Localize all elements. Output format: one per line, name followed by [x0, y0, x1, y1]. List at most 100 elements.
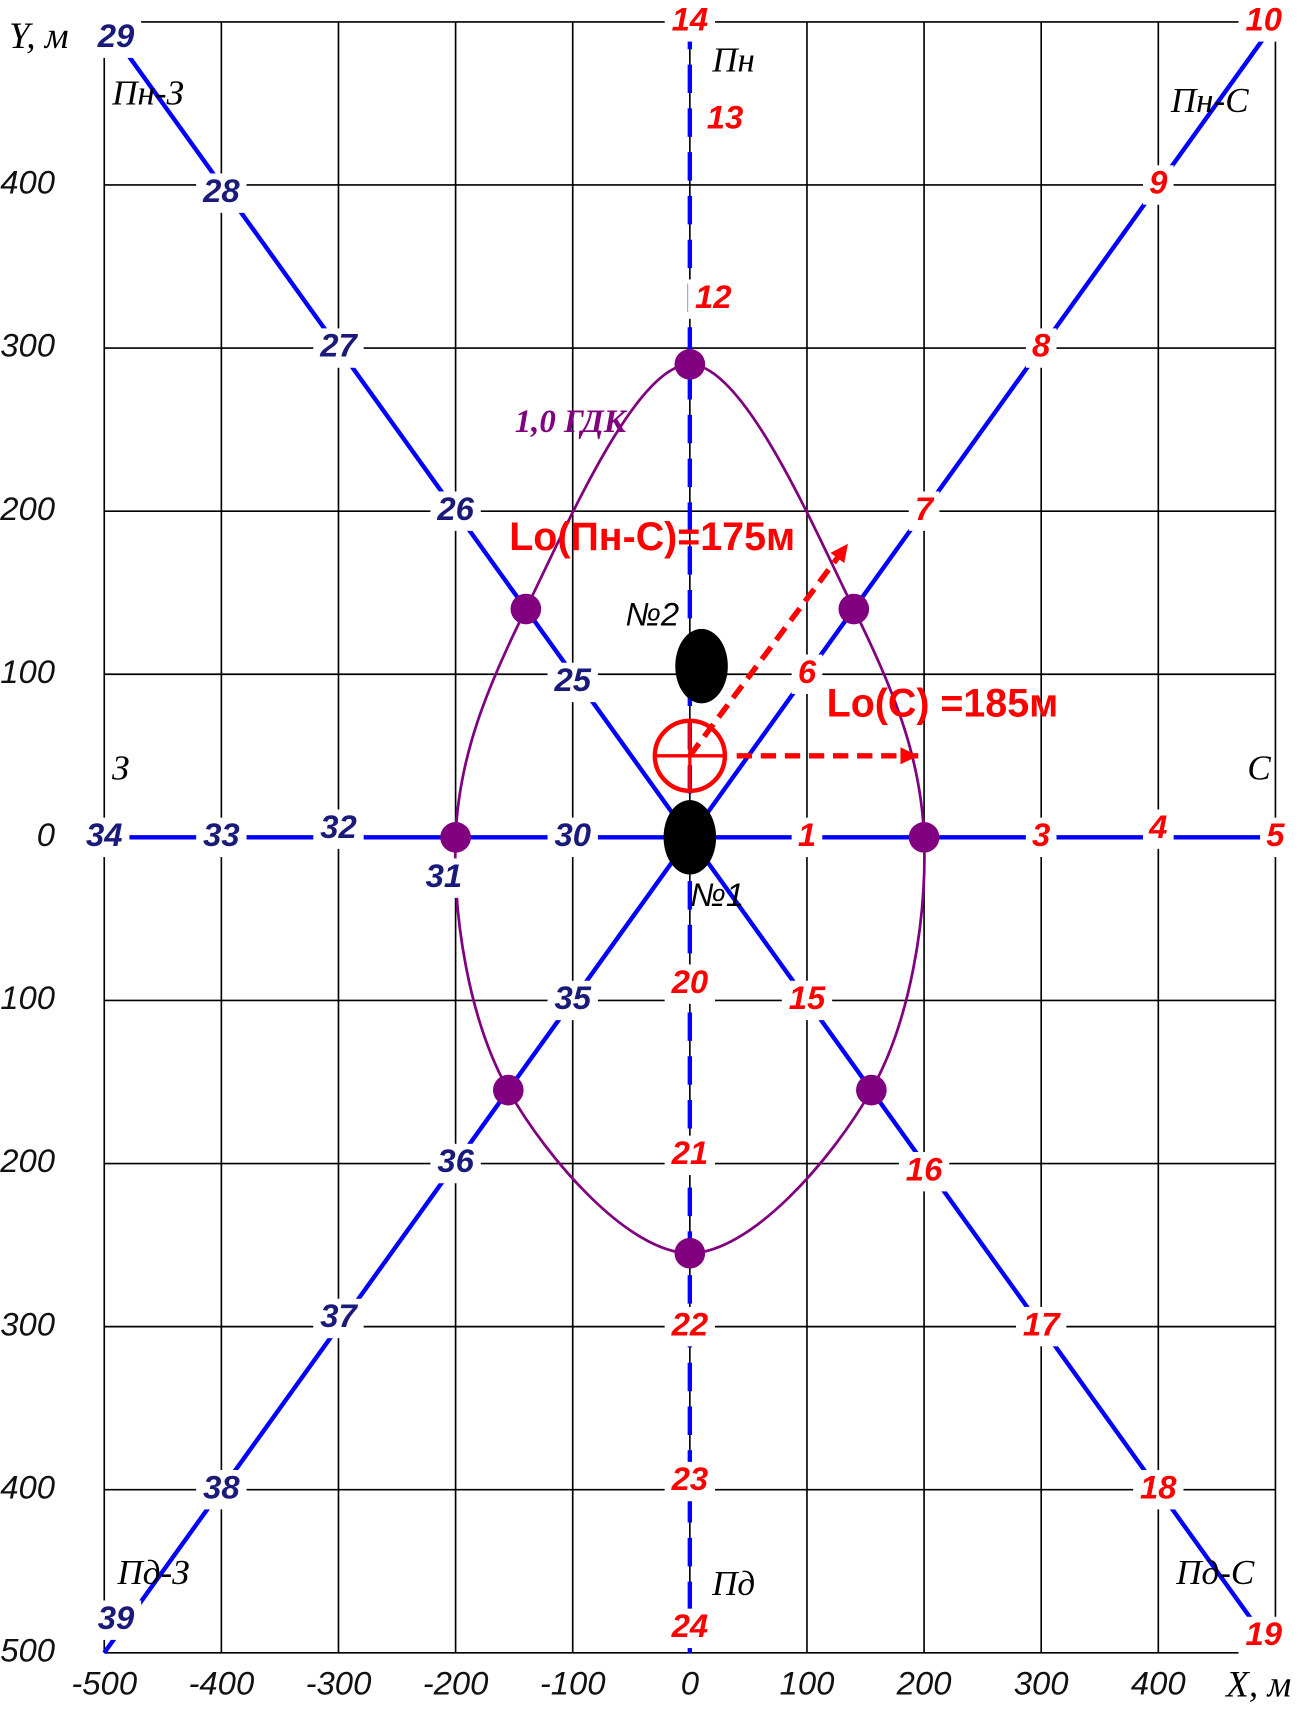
contour-point: [492, 1074, 524, 1106]
point-label: 14: [672, 1, 709, 38]
y-tick-label: 300: [0, 327, 55, 364]
direction-label: С: [1247, 749, 1271, 788]
direction-label: Пд-С: [1175, 1553, 1255, 1592]
contour-point: [674, 349, 706, 380]
y-tick-label: 100: [0, 653, 55, 690]
point-label-bg: [547, 817, 598, 858]
point-label-bg: [1025, 328, 1057, 368]
arrow-head: [830, 543, 848, 564]
point-label-bg: [1142, 809, 1174, 849]
annotation: Lo(Пн-С)=175м: [509, 515, 795, 559]
distance-arrow: [687, 542, 851, 758]
point-label: 36: [437, 1142, 474, 1179]
contour-point: [440, 822, 471, 853]
point-label-bg: [1133, 1470, 1184, 1510]
y-tick-label: -400: [0, 1468, 55, 1505]
point-label-bg: [90, 1600, 142, 1640]
point-label-bg: [547, 662, 598, 703]
direction-label: Пн-С: [1170, 81, 1249, 120]
arrow-head: [900, 747, 919, 765]
point-label-bg: [791, 817, 823, 858]
x-tick-label: 200: [896, 1664, 952, 1701]
point-label: 18: [1140, 1468, 1177, 1505]
point-label-bg: [418, 858, 470, 898]
point-label: 7: [915, 490, 935, 527]
point-label-bg: [664, 1135, 716, 1176]
point-label-bg: [430, 1143, 481, 1184]
x-axis-label: X, м: [1224, 1664, 1291, 1705]
point-label: 20: [671, 963, 709, 1000]
point-label: 5: [1266, 816, 1285, 853]
point-label: 8: [1032, 327, 1051, 364]
point-label: 22: [671, 1305, 709, 1342]
ray: [688, 20, 1278, 839]
grid: -500 -400 -300 -200 -100 0 100 200 300 4004003002…: [0, 21, 1277, 1701]
contour-point: [838, 593, 870, 625]
point-label: 32: [320, 808, 357, 845]
point-label: 10: [1245, 1, 1282, 38]
well: [663, 800, 717, 875]
ray: [688, 836, 1278, 1655]
point-label-bg: [908, 491, 940, 531]
y-tick-label: -200: [0, 1142, 55, 1179]
point-label-bg: [791, 654, 823, 694]
contour-point: [856, 1074, 887, 1106]
y-tick-label: 400: [0, 164, 55, 201]
x-tick-label: 400: [1131, 1664, 1186, 1701]
point-label: 21: [671, 1134, 709, 1171]
point-label: 31: [426, 857, 463, 894]
annotation: Lo(С) =185м: [827, 681, 1059, 725]
x-tick-label: 300: [1014, 1664, 1069, 1701]
point-label-bg: [664, 1461, 716, 1502]
point-label-bg: [313, 1298, 364, 1339]
y-tick-label: -500: [0, 1631, 55, 1668]
x-tick-label: -300: [306, 1664, 372, 1701]
point-label-bg: [196, 817, 247, 858]
point-label: 34: [86, 816, 123, 853]
point-label: 28: [202, 172, 240, 209]
point-label-bg: [313, 809, 364, 849]
point-label: 30: [554, 816, 591, 853]
well: [675, 628, 728, 704]
point-label: 9: [1149, 164, 1168, 201]
point-label-bg: [664, 964, 716, 1004]
contour-point: [674, 1237, 706, 1269]
point-label-bg: [1016, 1306, 1067, 1347]
well-label: №2: [625, 596, 679, 633]
point-label: 13: [707, 98, 744, 135]
y-tick-label: -300: [0, 1305, 55, 1342]
point-label: 29: [97, 17, 135, 54]
x-tick-label: -100: [540, 1664, 606, 1701]
direction-label: Пд: [711, 1564, 755, 1603]
point-label-bg: [196, 1470, 247, 1510]
point-label-bg: [430, 491, 481, 531]
point-label: 25: [553, 661, 591, 698]
point-label-bg: [699, 100, 751, 140]
y-tick-label: 200: [0, 490, 55, 527]
well-label: №1: [690, 876, 744, 913]
point-label: 27: [319, 327, 358, 364]
x-tick-label: 100: [780, 1664, 835, 1701]
x-tick-label: -200: [423, 1664, 489, 1701]
direction-label: Пн: [711, 41, 755, 80]
point-label-bg: [313, 328, 364, 368]
x-tick-label: 0: [681, 1664, 699, 1701]
y-axis-label: Y, м: [9, 16, 69, 57]
ray: [102, 836, 692, 1655]
point-label-bg: [196, 173, 247, 213]
point-label: 19: [1245, 1615, 1282, 1652]
point-label: 33: [203, 816, 240, 853]
point-label-bg: [664, 1608, 716, 1649]
point-label-bg: [664, 2, 716, 42]
point-label: 12: [695, 278, 732, 315]
point-label-bg: [79, 817, 130, 858]
contour-point: [908, 822, 940, 853]
point-label: 4: [1148, 808, 1167, 845]
point-label-bg: [1025, 817, 1057, 858]
point-label-bg: [898, 1151, 950, 1192]
y-tick-label: 0: [37, 816, 55, 853]
point-label-bg: [664, 1306, 716, 1347]
point-label: 15: [789, 979, 826, 1016]
contour-label: 1,0 ГДК: [515, 404, 628, 440]
